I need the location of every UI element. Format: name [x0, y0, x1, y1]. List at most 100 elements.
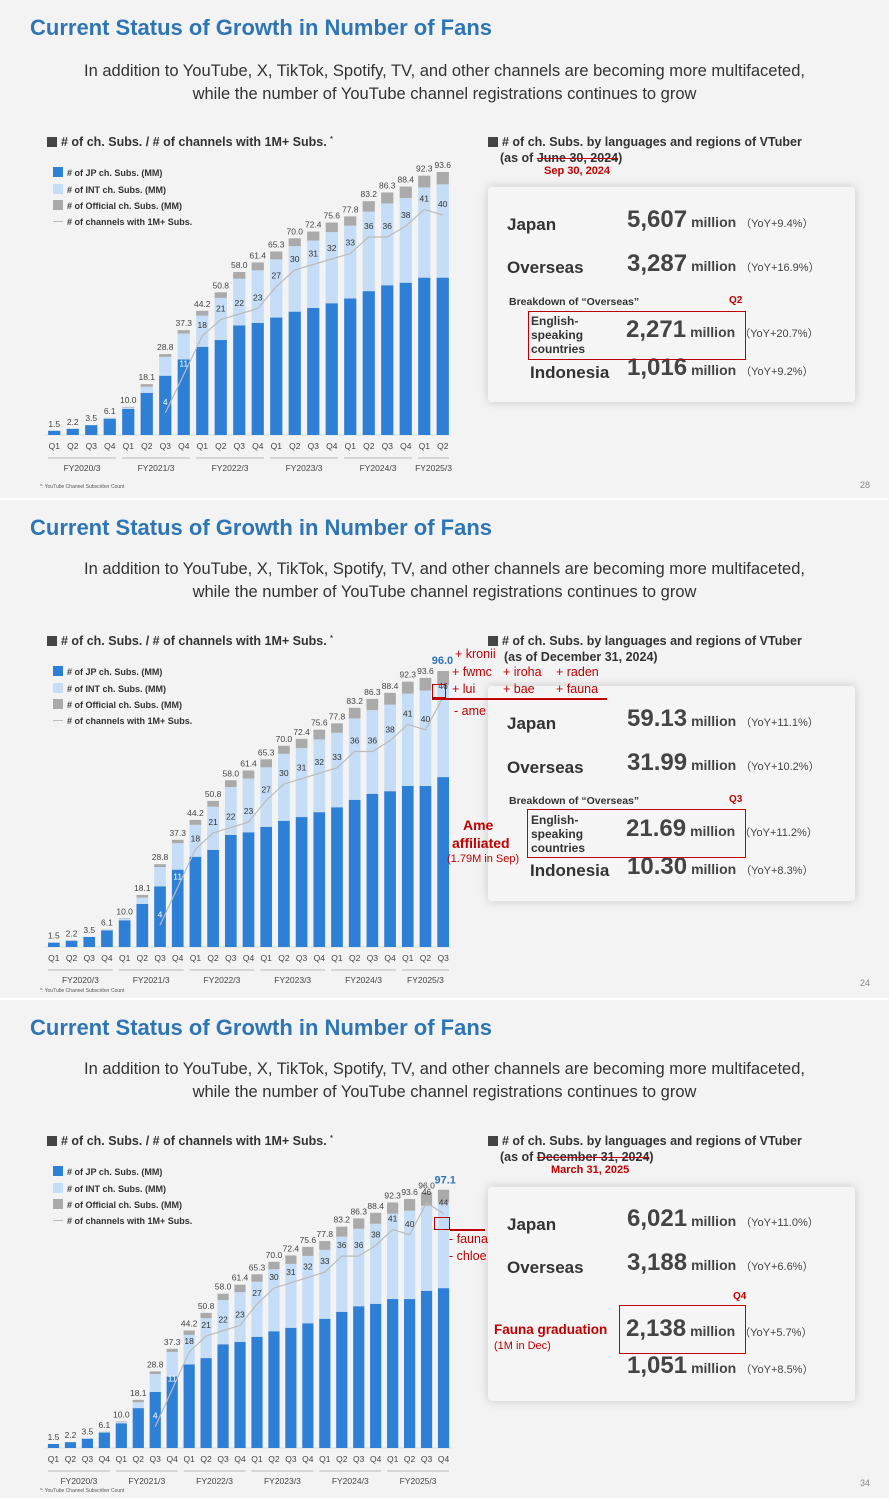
channels-label: 31	[297, 763, 307, 773]
total-label: 44.2	[181, 1318, 198, 1328]
bar-jp	[437, 777, 449, 947]
fiscal-year-label: FY2020/3	[62, 975, 99, 985]
legend-jp: # of JP ch. Subs. (MM)	[53, 167, 162, 178]
legend-channels: # of channels with 1M+ Subs.	[53, 217, 192, 227]
bar-int	[270, 259, 283, 318]
fiscal-year-label: FY2025/3	[415, 463, 452, 473]
subscriber-chart: 1.5 Q1 2.2 Q2 3.5 Q3 6.1 Q4 10.0 Q1 18.1 Q2 28.8 Q3 37…	[45, 655, 453, 985]
channels-label: 36	[364, 221, 374, 231]
bar-jp	[307, 307, 320, 435]
total-label: 28.8	[152, 852, 169, 862]
bar-official	[214, 292, 227, 298]
overseas-label: Overseas	[507, 258, 584, 277]
quarter-tick-label: Q3	[308, 441, 320, 451]
bar-official	[207, 800, 219, 807]
bar-official	[233, 272, 246, 279]
channels-label: 40	[438, 199, 448, 209]
quarter-tick-label: Q3	[217, 1454, 229, 1464]
square-bullet-icon	[488, 137, 498, 147]
bar-int	[242, 778, 255, 833]
bar-int	[251, 1281, 263, 1337]
english-value: 2,271 million （YoY+20.7%）	[626, 316, 819, 344]
legend-jp: # of JP ch. Subs. (MM)	[53, 666, 162, 677]
bar-jp	[47, 1444, 60, 1448]
total-label: 96.0	[432, 655, 453, 667]
bar-official	[401, 681, 414, 694]
annotation: Fauna graduation	[494, 1322, 608, 1337]
bar-int	[437, 685, 449, 778]
legend-swatch	[53, 1199, 63, 1209]
annotation: affiliated	[452, 835, 510, 851]
bar-official	[234, 1284, 246, 1293]
total-label: 70.0	[286, 226, 303, 236]
total-label: 18.1	[130, 1388, 147, 1398]
total-label: 70.0	[266, 1250, 283, 1260]
value: 6,021	[627, 1205, 688, 1232]
channels-label: 31	[286, 1267, 296, 1277]
channels-label: 27	[252, 1288, 262, 1298]
bar-int	[362, 211, 375, 292]
bar-int	[98, 1432, 110, 1433]
quarter-tick-label: Q1	[190, 953, 202, 963]
bar-official	[115, 1421, 127, 1422]
subtitle-line: In addition to YouTube, X, TikTok, Spoti…	[84, 560, 805, 578]
total-label: 61.4	[232, 1273, 249, 1283]
quarter-tick-label: Q3	[86, 441, 98, 451]
bar-jp	[200, 1358, 212, 1448]
quarter-tick-label: Q4	[370, 1454, 382, 1464]
subtitle-line: In addition to YouTube, X, TikTok, Spoti…	[84, 62, 805, 80]
bar-jp	[103, 418, 116, 435]
bar-official	[336, 1226, 348, 1237]
footnote: *: YouTube Channel Subscriber Count	[40, 988, 125, 994]
quarter-tick-label: Q2	[289, 441, 301, 451]
overseas-label: Overseas	[507, 1258, 584, 1277]
bar-int	[149, 1374, 161, 1392]
bar-official	[251, 262, 264, 271]
bar-official	[166, 1348, 178, 1352]
total-label: 2.2	[66, 929, 78, 939]
bar-jp	[214, 340, 227, 435]
legend-official: # of Official ch. Subs. (MM)	[53, 200, 182, 211]
channels-label: 11	[179, 359, 188, 369]
quarter-tick-label: Q4	[234, 1454, 246, 1464]
bar-official	[200, 1312, 212, 1319]
bar-int	[159, 356, 172, 376]
bar-int	[325, 232, 338, 304]
bar-official	[242, 770, 255, 779]
highlight-box	[527, 809, 746, 858]
total-label: 1.5	[48, 1432, 60, 1442]
bar-jp	[260, 826, 273, 947]
quarter-tick-label: Q2	[278, 953, 290, 963]
total-label: 2.2	[65, 1430, 77, 1440]
quarter-tick-label: Q2	[437, 441, 449, 451]
bar-official	[183, 1330, 195, 1335]
channels-label: 4	[163, 397, 168, 407]
value: 59.13	[627, 705, 688, 732]
legend-swatch	[53, 666, 63, 676]
channels-label: 4	[158, 909, 163, 919]
legend-swatch	[53, 683, 63, 693]
fiscal-year-label: FY2020/3	[60, 1476, 97, 1486]
quarter-tick-label: Q1	[331, 953, 343, 963]
channels-label: 38	[371, 1229, 381, 1239]
bar-int	[319, 1249, 331, 1319]
quarter-tick-label: Q1	[419, 441, 431, 451]
japan-label: Japan	[507, 215, 557, 234]
legend-label: # of JP ch. Subs. (MM)	[67, 667, 163, 677]
unit: million	[691, 362, 737, 378]
bar-int	[171, 843, 184, 870]
bar-jp	[65, 940, 78, 947]
bar-official	[118, 918, 131, 919]
legend-label: # of INT ch. Subs. (MM)	[67, 1184, 166, 1194]
quarter-tick-label: Q3	[154, 953, 166, 963]
indonesia-label: Indonesia	[530, 861, 610, 880]
quarter-tag: Q3	[729, 794, 743, 805]
chart-heading-text: # of ch. Subs. / # of channels with 1M+ …	[61, 1134, 327, 1148]
bar-jp	[98, 1432, 110, 1448]
bar-int	[384, 704, 396, 792]
total-label: 3.5	[85, 413, 97, 423]
total-label: 72.4	[293, 727, 310, 737]
total-label: 50.8	[212, 280, 229, 290]
quarter-tick-label: Q3	[225, 953, 237, 963]
panel-heading: # of ch. Subs. by languages and regions …	[488, 634, 802, 648]
